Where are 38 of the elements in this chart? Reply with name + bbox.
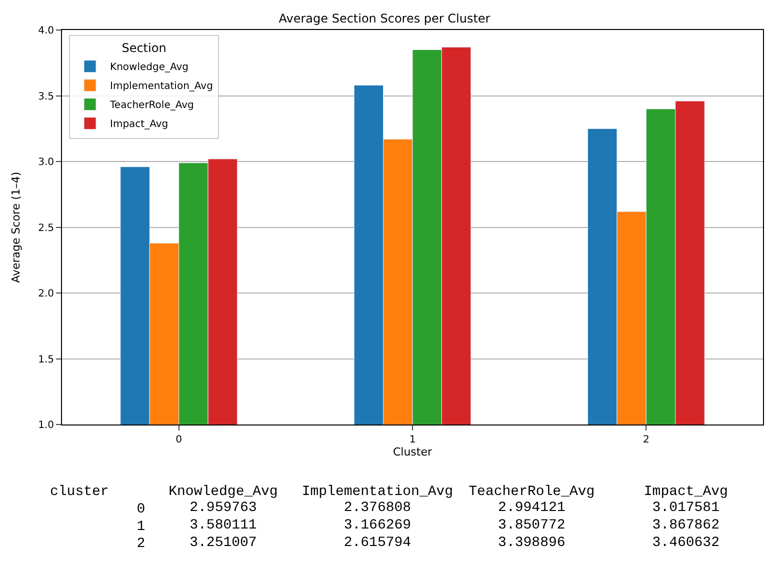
data-label: 3.867862 <box>652 517 720 534</box>
x-tick-label: 0 <box>176 434 182 446</box>
x-tick-label: Knowledge_Avg <box>168 484 278 500</box>
legend-title: Section <box>122 40 166 55</box>
y-tick-label: 4.0 <box>38 26 54 36</box>
y-tick-label: 2.5 <box>38 222 54 234</box>
y-tick-label: 1.0 <box>38 420 54 432</box>
y-tick-label: 1 <box>136 518 146 535</box>
x-tick-label: 1 <box>409 434 416 446</box>
y-tick-label: 2.0 <box>38 288 54 300</box>
y-tick-label: 3.5 <box>38 91 54 102</box>
data-label: 3.580111 <box>190 517 257 534</box>
data-label: 2.994121 <box>498 500 566 516</box>
data-label: 2.959763 <box>190 500 257 516</box>
data-label: 3.166269 <box>344 517 412 534</box>
y-tick-label: 3.0 <box>38 157 54 168</box>
legend-label: Impact_Avg <box>110 119 168 130</box>
chart-title: Average Section Scores per Cluster <box>278 12 490 26</box>
x-tick-label: 2 <box>642 434 650 446</box>
x-tick-label: Implementation_Avg <box>302 484 454 500</box>
data-label: 2.615794 <box>344 534 412 551</box>
x-tick-label: Impact_Avg <box>644 484 728 500</box>
data-label: 3.460632 <box>652 534 720 551</box>
y-tick-label: 1.5 <box>38 354 54 366</box>
x-axis-title: Cluster <box>392 446 432 459</box>
y-axis-title: cluster <box>50 484 109 500</box>
data-label: 3.251007 <box>190 534 257 551</box>
y-axis-title: Average Score (1–4) <box>10 172 23 283</box>
x-tick-label: TeacherRole_Avg <box>468 484 595 500</box>
data-label: 3.850772 <box>498 517 566 534</box>
data-label: 2.376808 <box>344 500 412 516</box>
legend-label: Knowledge_Avg <box>110 62 189 74</box>
y-tick-label: 2 <box>136 536 146 552</box>
data-label: 3.398896 <box>498 534 566 551</box>
data-label: 3.017581 <box>652 500 720 516</box>
legend-label: TeacherRole_Avg <box>109 100 194 112</box>
legend-label: Implementation_Avg <box>110 81 213 92</box>
y-tick-label: 0 <box>136 501 146 518</box>
